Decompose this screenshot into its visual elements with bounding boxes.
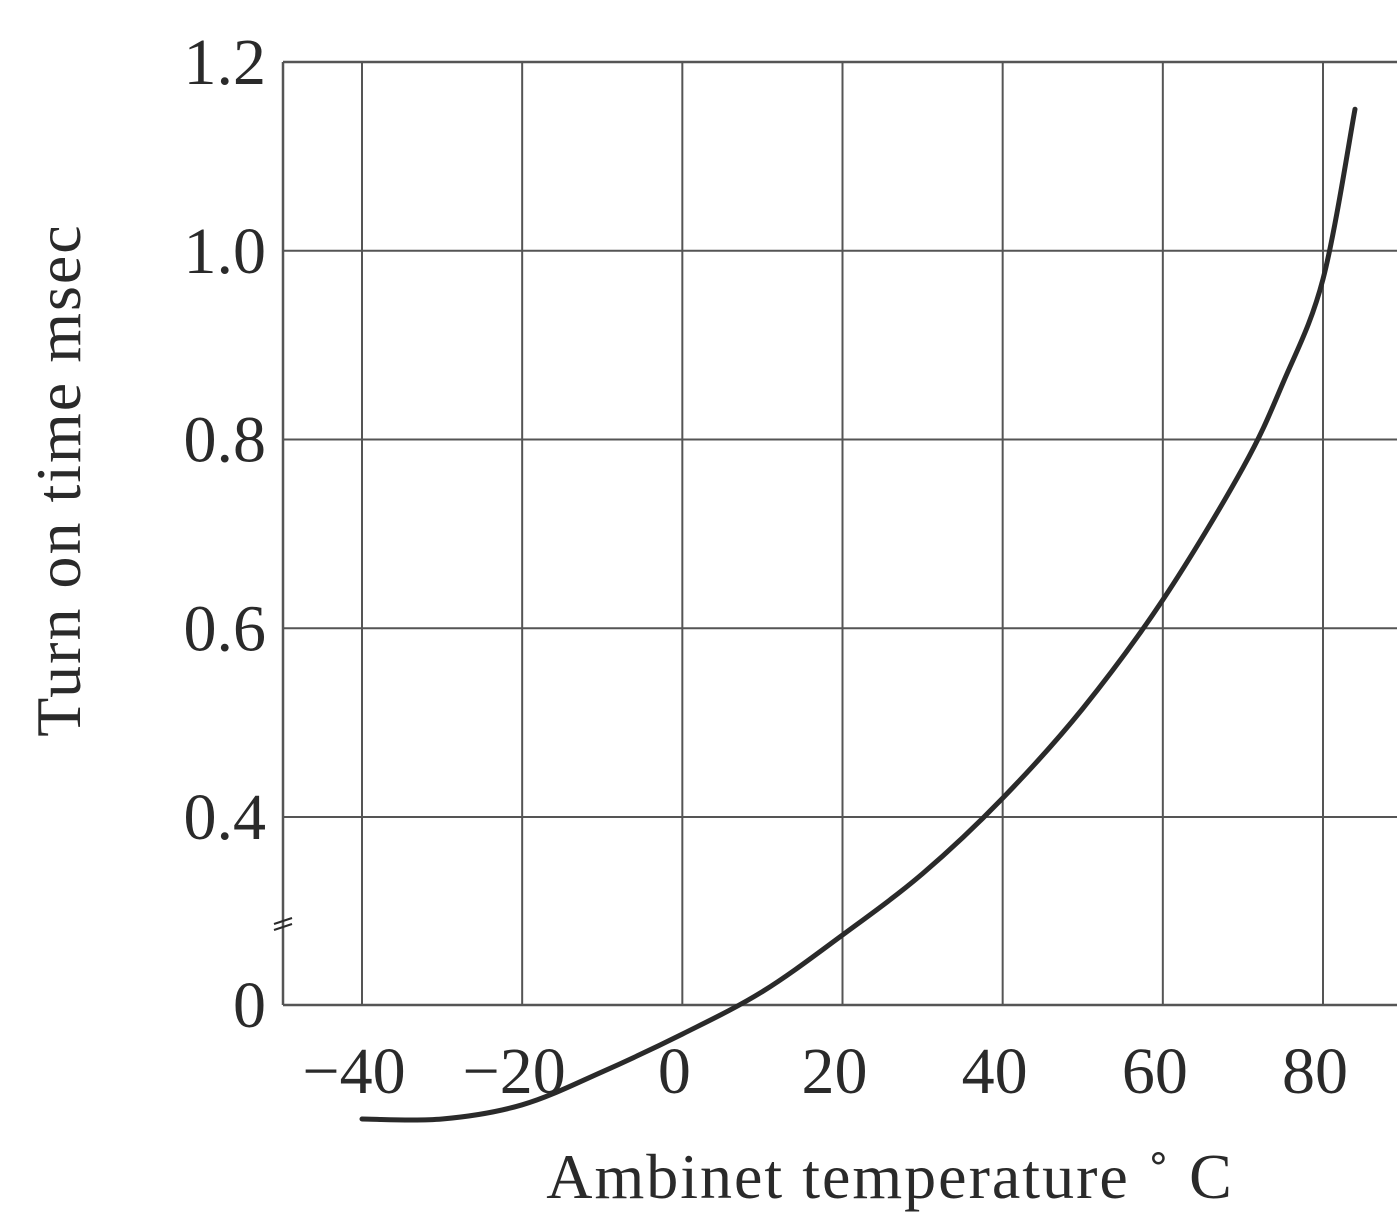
y-tick-labels: 0 0.4 0.6 0.8 1.0 1.2 [184,26,267,1042]
x-axis-title: Ambinet temperature ˚ C [546,1141,1234,1212]
y-axis-title: Turn on time msec [23,223,94,736]
plot-frame [273,60,1397,1007]
y-tick-label: 1.2 [184,26,267,99]
series-group [359,106,1358,1123]
series-line [359,106,1358,1123]
y-tick-label: 0.8 [184,404,267,477]
y-tick-label: 1.0 [184,215,267,288]
x-tick-label: 0 [658,1035,691,1108]
y-tick-label: 0.4 [184,781,267,854]
x-tick-label: −40 [302,1035,405,1108]
x-tick-label: 40 [962,1035,1028,1108]
grid [283,61,1397,1005]
x-tick-labels: −40 −20 0 20 40 60 80 [302,1035,1348,1108]
x-tick-label: 80 [1282,1035,1348,1108]
x-tick-label: 60 [1122,1035,1188,1108]
x-tick-label: −20 [463,1035,566,1108]
x-tick-label: 20 [802,1035,868,1108]
axis-break-mark [273,923,293,931]
y-tick-label: 0.6 [184,592,267,665]
y-tick-label: 0 [233,969,266,1042]
axis-break-mark [273,917,293,925]
